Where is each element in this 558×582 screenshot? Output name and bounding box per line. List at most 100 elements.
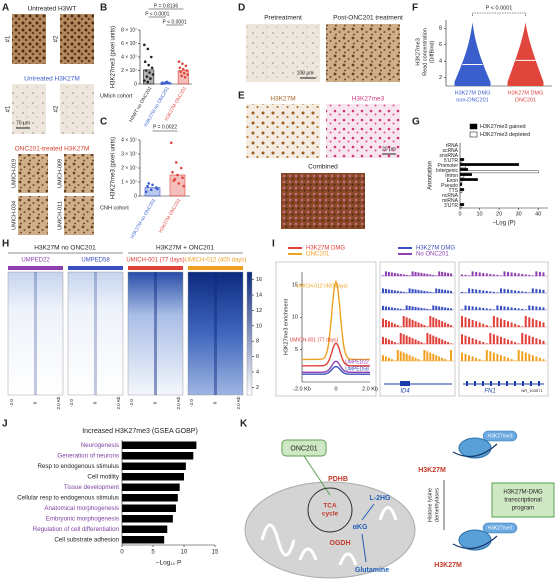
track-signal (492, 316, 495, 327)
track-signal (438, 306, 441, 310)
image-title: Pretreatment (264, 15, 302, 22)
track-signal (423, 290, 426, 293)
x-tick-label: 2.0 Kb (116, 396, 121, 410)
data-point (168, 81, 171, 85)
track-signal (405, 335, 408, 344)
mean-bar (177, 70, 189, 85)
track-signal (464, 335, 467, 344)
track-signal (429, 334, 432, 344)
track-signal (387, 289, 390, 293)
track-signal (489, 273, 492, 276)
data-point (181, 176, 184, 180)
tile-label: UMICH-034 (11, 201, 17, 230)
track-signal (426, 273, 429, 276)
legend-label: H3K27M DMG (306, 246, 345, 252)
y-tick-label: 2 × 10⁷ (121, 165, 137, 171)
data-point (149, 188, 153, 191)
track-signal (489, 326, 492, 327)
x-tick-label: non-ONC201 (456, 97, 488, 103)
program-label: transcriptional (504, 498, 541, 504)
track-signal (396, 308, 399, 310)
track-signal (468, 318, 471, 327)
tca-cycle (307, 487, 353, 533)
track-signal (524, 274, 527, 276)
track-signal (417, 340, 420, 344)
track-signal (521, 326, 524, 327)
drug-label: ONC201 (290, 445, 317, 452)
gene-label: ID4 (400, 389, 410, 395)
section-title: ONC201-treated H3K27M (15, 146, 90, 153)
track-signal (411, 271, 414, 276)
legend-label: H3K27me3 gained (480, 124, 526, 130)
track-signal (435, 355, 438, 361)
gene-exon (530, 381, 532, 386)
sample-name: UMICH-001 (77 days) (126, 258, 184, 264)
track-signal (461, 316, 463, 327)
category-label: Intergenic (436, 168, 458, 174)
data-point (181, 62, 184, 66)
y-tick-label: 6 (439, 42, 442, 48)
x-tick-label: 0 (334, 386, 337, 392)
track-signal (384, 288, 387, 293)
track-signal (489, 291, 492, 293)
series-label: UMPED22 (345, 359, 369, 365)
track-signal (417, 272, 420, 276)
x-tick-label: 0 (93, 401, 98, 404)
track-signal (447, 360, 450, 361)
category-label: Tissue development (64, 484, 119, 491)
x-tick-label: -2.0 Kb (293, 386, 311, 392)
sample-bar (188, 266, 243, 270)
track-signal (405, 274, 408, 276)
track-signal (528, 292, 531, 293)
ihc-image (326, 104, 400, 158)
track-signal (447, 272, 450, 276)
y-tick-label: 2 (439, 75, 442, 81)
panel-label: G (412, 117, 420, 128)
category-label: Regulation of cell differentiation (33, 526, 120, 533)
track-signal (482, 360, 485, 361)
track-signal (450, 325, 453, 327)
track-signal (538, 357, 541, 361)
mark-label: H3K27me3 (487, 525, 512, 531)
bar (122, 462, 186, 470)
track-signal (411, 356, 414, 361)
bar (122, 536, 165, 544)
category-label: ncRNA (442, 193, 459, 199)
track-signal (432, 335, 435, 344)
track-frame (379, 261, 456, 397)
y-tick-label: 10 (292, 315, 298, 321)
metabolite-label: Glutamine (355, 567, 389, 574)
track-signal (432, 305, 435, 310)
sample-name: UMPED58 (81, 258, 110, 264)
track-signal (393, 323, 396, 327)
x-tick-label: ONC201 (515, 97, 536, 103)
track-signal (514, 342, 517, 344)
x-tick-label: -2.0 (69, 399, 74, 407)
track-signal (464, 305, 467, 310)
track-signal (417, 322, 420, 327)
mark-pill (482, 430, 518, 442)
category-label: Exon (447, 178, 459, 184)
track-signal (496, 317, 499, 327)
y-tick-label: 0 (134, 81, 137, 87)
tile-label: UMICH-009 (57, 159, 63, 188)
track-signal (447, 307, 450, 310)
track-signal (417, 289, 420, 293)
data-point (180, 74, 183, 78)
data-point (156, 187, 159, 191)
track-signal (503, 271, 506, 276)
image-title: H3K27M (270, 96, 295, 103)
data-point (150, 66, 154, 70)
legend-label: H3K27me3 depleted (480, 132, 530, 138)
data-point (147, 63, 150, 67)
category-label: Cellular resp to endogenous stimulus (17, 494, 119, 501)
track-signal (399, 291, 402, 293)
track-signal (435, 275, 438, 276)
track-signal (396, 273, 399, 276)
bar (122, 452, 194, 460)
x-axis-label: −Log₁₀ P (156, 560, 182, 567)
track-signal (489, 333, 492, 344)
mean-bar (143, 69, 155, 85)
x-tick-label: 0 (33, 401, 38, 404)
track-signal (414, 271, 417, 276)
